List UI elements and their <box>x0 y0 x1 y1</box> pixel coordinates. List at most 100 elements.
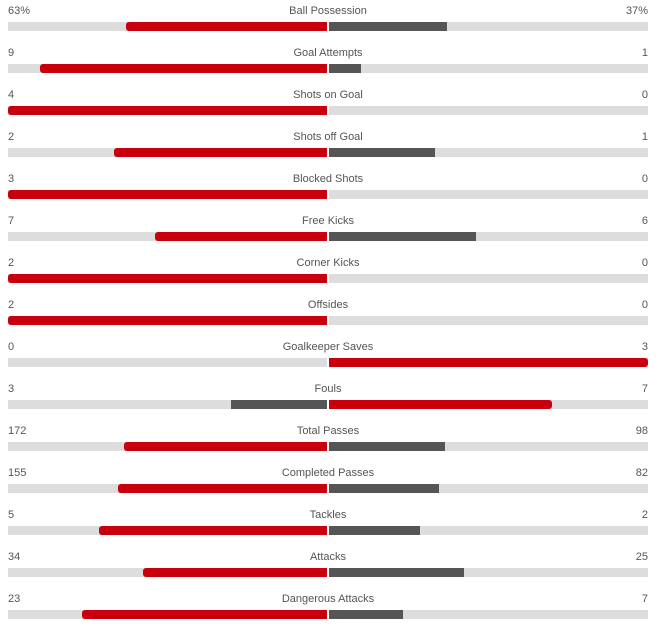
home-bar-track <box>8 610 327 619</box>
stat-row: Corner Kicks 2 0 <box>0 252 656 294</box>
away-bar-track <box>329 148 648 157</box>
home-value: 9 <box>8 47 15 59</box>
away-bar-fill <box>329 484 440 493</box>
home-bar-fill <box>8 274 327 283</box>
home-bar-track <box>8 232 327 241</box>
away-bar-fill <box>329 568 465 577</box>
stat-label: Fouls <box>314 383 342 395</box>
stat-label: Goalkeeper Saves <box>282 341 374 353</box>
home-bar-fill <box>155 232 327 241</box>
home-bar-track <box>8 316 327 325</box>
stat-header: Blocked Shots 3 0 <box>8 172 648 186</box>
away-bar-fill <box>329 442 445 451</box>
home-value: 172 <box>8 425 27 437</box>
stat-header: Fouls 3 7 <box>8 382 648 396</box>
stat-header: Free Kicks 7 6 <box>8 214 648 228</box>
away-value: 37% <box>625 5 648 17</box>
stat-row: Free Kicks 7 6 <box>0 210 656 252</box>
home-bar-track <box>8 22 327 31</box>
away-value: 1 <box>641 47 648 59</box>
away-value: 2 <box>641 509 648 521</box>
stat-label: Shots on Goal <box>293 89 363 101</box>
stat-header: Offsides 2 0 <box>8 298 648 312</box>
stat-header: Shots off Goal 2 1 <box>8 130 648 144</box>
home-value: 155 <box>8 467 27 479</box>
away-value: 1 <box>641 131 648 143</box>
home-bar-fill <box>39 64 327 73</box>
home-bar-fill <box>8 106 327 115</box>
stat-label: Tackles <box>309 509 347 521</box>
home-bar-fill <box>118 484 327 493</box>
away-bar-track <box>329 106 648 115</box>
away-bar-track <box>329 442 648 451</box>
home-bar-track <box>8 526 327 535</box>
away-bar-track <box>329 190 648 199</box>
home-value: 0 <box>8 341 15 353</box>
away-value: 7 <box>641 383 648 395</box>
home-bar-fill <box>114 148 327 157</box>
home-bar-fill <box>123 442 327 451</box>
stat-header: Shots on Goal 4 0 <box>8 88 648 102</box>
home-bar-track <box>8 400 327 409</box>
away-bar-track <box>329 400 648 409</box>
stat-row: Shots off Goal 2 1 <box>0 126 656 168</box>
stat-row: Goalkeeper Saves 0 3 <box>0 336 656 378</box>
away-bar-track <box>329 274 648 283</box>
home-value: 7 <box>8 215 15 227</box>
away-value: 25 <box>635 551 648 563</box>
away-value: 7 <box>641 593 648 605</box>
home-bar-fill <box>143 568 327 577</box>
away-bar-fill <box>329 64 361 73</box>
stat-header: Total Passes 172 98 <box>8 424 648 438</box>
home-bar-track <box>8 358 327 367</box>
stat-header: Ball Possession 63% 37% <box>8 4 648 18</box>
home-bar-fill <box>8 316 327 325</box>
stat-row: Goal Attempts 9 1 <box>0 42 656 84</box>
stat-label: Dangerous Attacks <box>281 593 375 605</box>
stat-row: Fouls 3 7 <box>0 378 656 420</box>
stat-label: Offsides <box>307 299 349 311</box>
home-bar-track <box>8 106 327 115</box>
home-value: 5 <box>8 509 15 521</box>
stat-label: Free Kicks <box>302 215 354 227</box>
home-value: 3 <box>8 173 15 185</box>
away-bar-track <box>329 316 648 325</box>
home-bar-fill <box>8 190 327 199</box>
home-value: 2 <box>8 257 15 269</box>
stat-row: Blocked Shots 3 0 <box>0 168 656 210</box>
stat-header: Completed Passes 155 82 <box>8 466 648 480</box>
stat-header: Dangerous Attacks 23 7 <box>8 592 648 606</box>
away-bar-track <box>329 610 648 619</box>
away-value: 98 <box>635 425 648 437</box>
stat-row: Shots on Goal 4 0 <box>0 84 656 126</box>
stat-row: Ball Possession 63% 37% <box>0 0 656 42</box>
home-value: 23 <box>8 593 21 605</box>
away-bar-fill <box>329 526 421 535</box>
stat-header: Tackles 5 2 <box>8 508 648 522</box>
home-bar-track <box>8 190 327 199</box>
away-value: 0 <box>641 173 648 185</box>
away-value: 3 <box>641 341 648 353</box>
home-bar-fill <box>82 610 327 619</box>
away-bar-fill <box>329 400 553 409</box>
away-bar-track <box>329 526 648 535</box>
away-bar-fill <box>329 232 477 241</box>
home-value: 2 <box>8 131 15 143</box>
home-bar-fill <box>99 526 327 535</box>
away-bar-fill <box>329 610 404 619</box>
home-value: 3 <box>8 383 15 395</box>
stat-row: Completed Passes 155 82 <box>0 462 656 504</box>
away-value: 0 <box>641 257 648 269</box>
stat-label: Total Passes <box>296 425 360 437</box>
home-value: 4 <box>8 89 15 101</box>
away-value: 82 <box>635 467 648 479</box>
stat-label: Corner Kicks <box>296 257 360 269</box>
stat-row: Tackles 5 2 <box>0 504 656 546</box>
home-bar-track <box>8 442 327 451</box>
home-bar-track <box>8 484 327 493</box>
stat-header: Goal Attempts 9 1 <box>8 46 648 60</box>
away-value: 0 <box>641 299 648 311</box>
home-value: 63% <box>8 5 31 17</box>
home-bar-track <box>8 568 327 577</box>
